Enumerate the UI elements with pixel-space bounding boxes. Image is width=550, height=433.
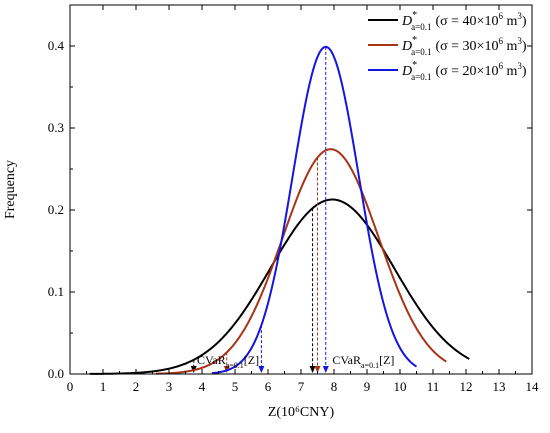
cvar-label-right: CVaRa=0.1[Z] — [332, 353, 394, 370]
legend-entry-2: D* a=0.1 (σ = 30×106 m3) — [401, 35, 527, 57]
x-tick-label: 9 — [364, 379, 371, 394]
x-tick-label: 12 — [460, 379, 473, 394]
legend-close: ) — [522, 39, 527, 54]
cvar-text: CVaR — [332, 353, 361, 367]
x-tick-label: 6 — [265, 379, 272, 394]
legend-superscript: * — [412, 35, 417, 46]
legend-symbol: D — [401, 64, 412, 79]
legend-superscript: * — [412, 10, 417, 21]
cvar-label-left: CVaRa=0.1[Z] — [197, 353, 259, 370]
x-tick-label: 4 — [199, 379, 206, 394]
x-tick-label: 7 — [298, 379, 305, 394]
x-tick-label: 3 — [166, 379, 173, 394]
series-line-1 — [89, 198, 470, 375]
y-tick-label: 0.0 — [48, 366, 64, 381]
cvar-arrow-3 — [258, 366, 265, 373]
legend-entry-1: D* a=0.1 (σ = 40×106 m3) — [401, 10, 527, 32]
x-tick-label: 11 — [427, 379, 440, 394]
cvar-text: CVaR — [197, 353, 226, 367]
legend-exponent: 6 — [498, 11, 503, 21]
x-axis-title: Z(10⁶CNY) — [268, 405, 335, 420]
x-tick-label: 13 — [493, 379, 506, 394]
cvar-sub: a=0.1 — [361, 361, 379, 370]
legend-close: ) — [522, 64, 527, 79]
legend-subscript: a=0.1 — [411, 72, 431, 82]
x-tick-label: 2 — [133, 379, 140, 394]
legend-param: (σ = 40×10 — [435, 14, 498, 29]
legend-param: (σ = 20×10 — [435, 64, 498, 79]
legend-exponent: 6 — [498, 61, 503, 71]
cvar-tail: [Z] — [379, 353, 394, 367]
y-tick-label: 0.4 — [48, 38, 65, 53]
cvar-sub: a=0.1 — [226, 361, 244, 370]
series-line-2 — [155, 148, 447, 375]
mean-arrow-3 — [322, 366, 329, 373]
annotations: CVaRa=0.1[Z] CVaRa=0.1[Z] — [197, 353, 394, 370]
x-tick-label: 10 — [394, 379, 407, 394]
mean-arrow-1 — [309, 366, 316, 373]
y-tick-label: 0.2 — [48, 202, 64, 217]
legend-unit-exponent: 3 — [517, 11, 522, 21]
legend-symbol: D — [401, 39, 412, 54]
y-tick-label: 0.3 — [48, 120, 64, 135]
legend-unit-exponent: 3 — [517, 36, 522, 46]
y-axis-title: Frequency — [3, 160, 18, 219]
plot-area — [89, 45, 470, 375]
legend-subscript: a=0.1 — [411, 47, 431, 57]
x-tick-label: 5 — [232, 379, 239, 394]
x-tick-label: 14 — [526, 379, 540, 394]
y-tick-label: 0.1 — [48, 284, 64, 299]
series-line-3 — [211, 45, 418, 375]
x-tick-label: 8 — [331, 379, 338, 394]
legend: D* a=0.1 (σ = 40×106 m3)D* a=0.1 (σ = 30×106… — [368, 10, 527, 82]
cvar-tail: [Z] — [244, 353, 259, 367]
legend-superscript: * — [412, 60, 417, 71]
x-tick-label: 1 — [100, 379, 107, 394]
legend-subscript: a=0.1 — [411, 22, 431, 32]
legend-symbol: D — [401, 14, 412, 29]
legend-exponent: 6 — [498, 36, 503, 46]
axes: 0 1 2 3 4 5 6 7 8 9 10 11 12 13 140.00.10.20.30.4Z(10⁶… — [3, 4, 540, 420]
legend-entry-3: D* a=0.1 (σ = 20×106 m3) — [401, 60, 527, 82]
legend-unit: m — [503, 64, 518, 79]
legend-close: ) — [522, 14, 527, 29]
legend-unit: m — [503, 14, 518, 29]
legend-param: (σ = 30×10 — [435, 39, 498, 54]
mean-arrow-2 — [314, 366, 321, 373]
x-tick-label: 0 — [67, 379, 74, 394]
legend-unit: m — [503, 39, 518, 54]
legend-unit-exponent: 3 — [517, 61, 522, 71]
